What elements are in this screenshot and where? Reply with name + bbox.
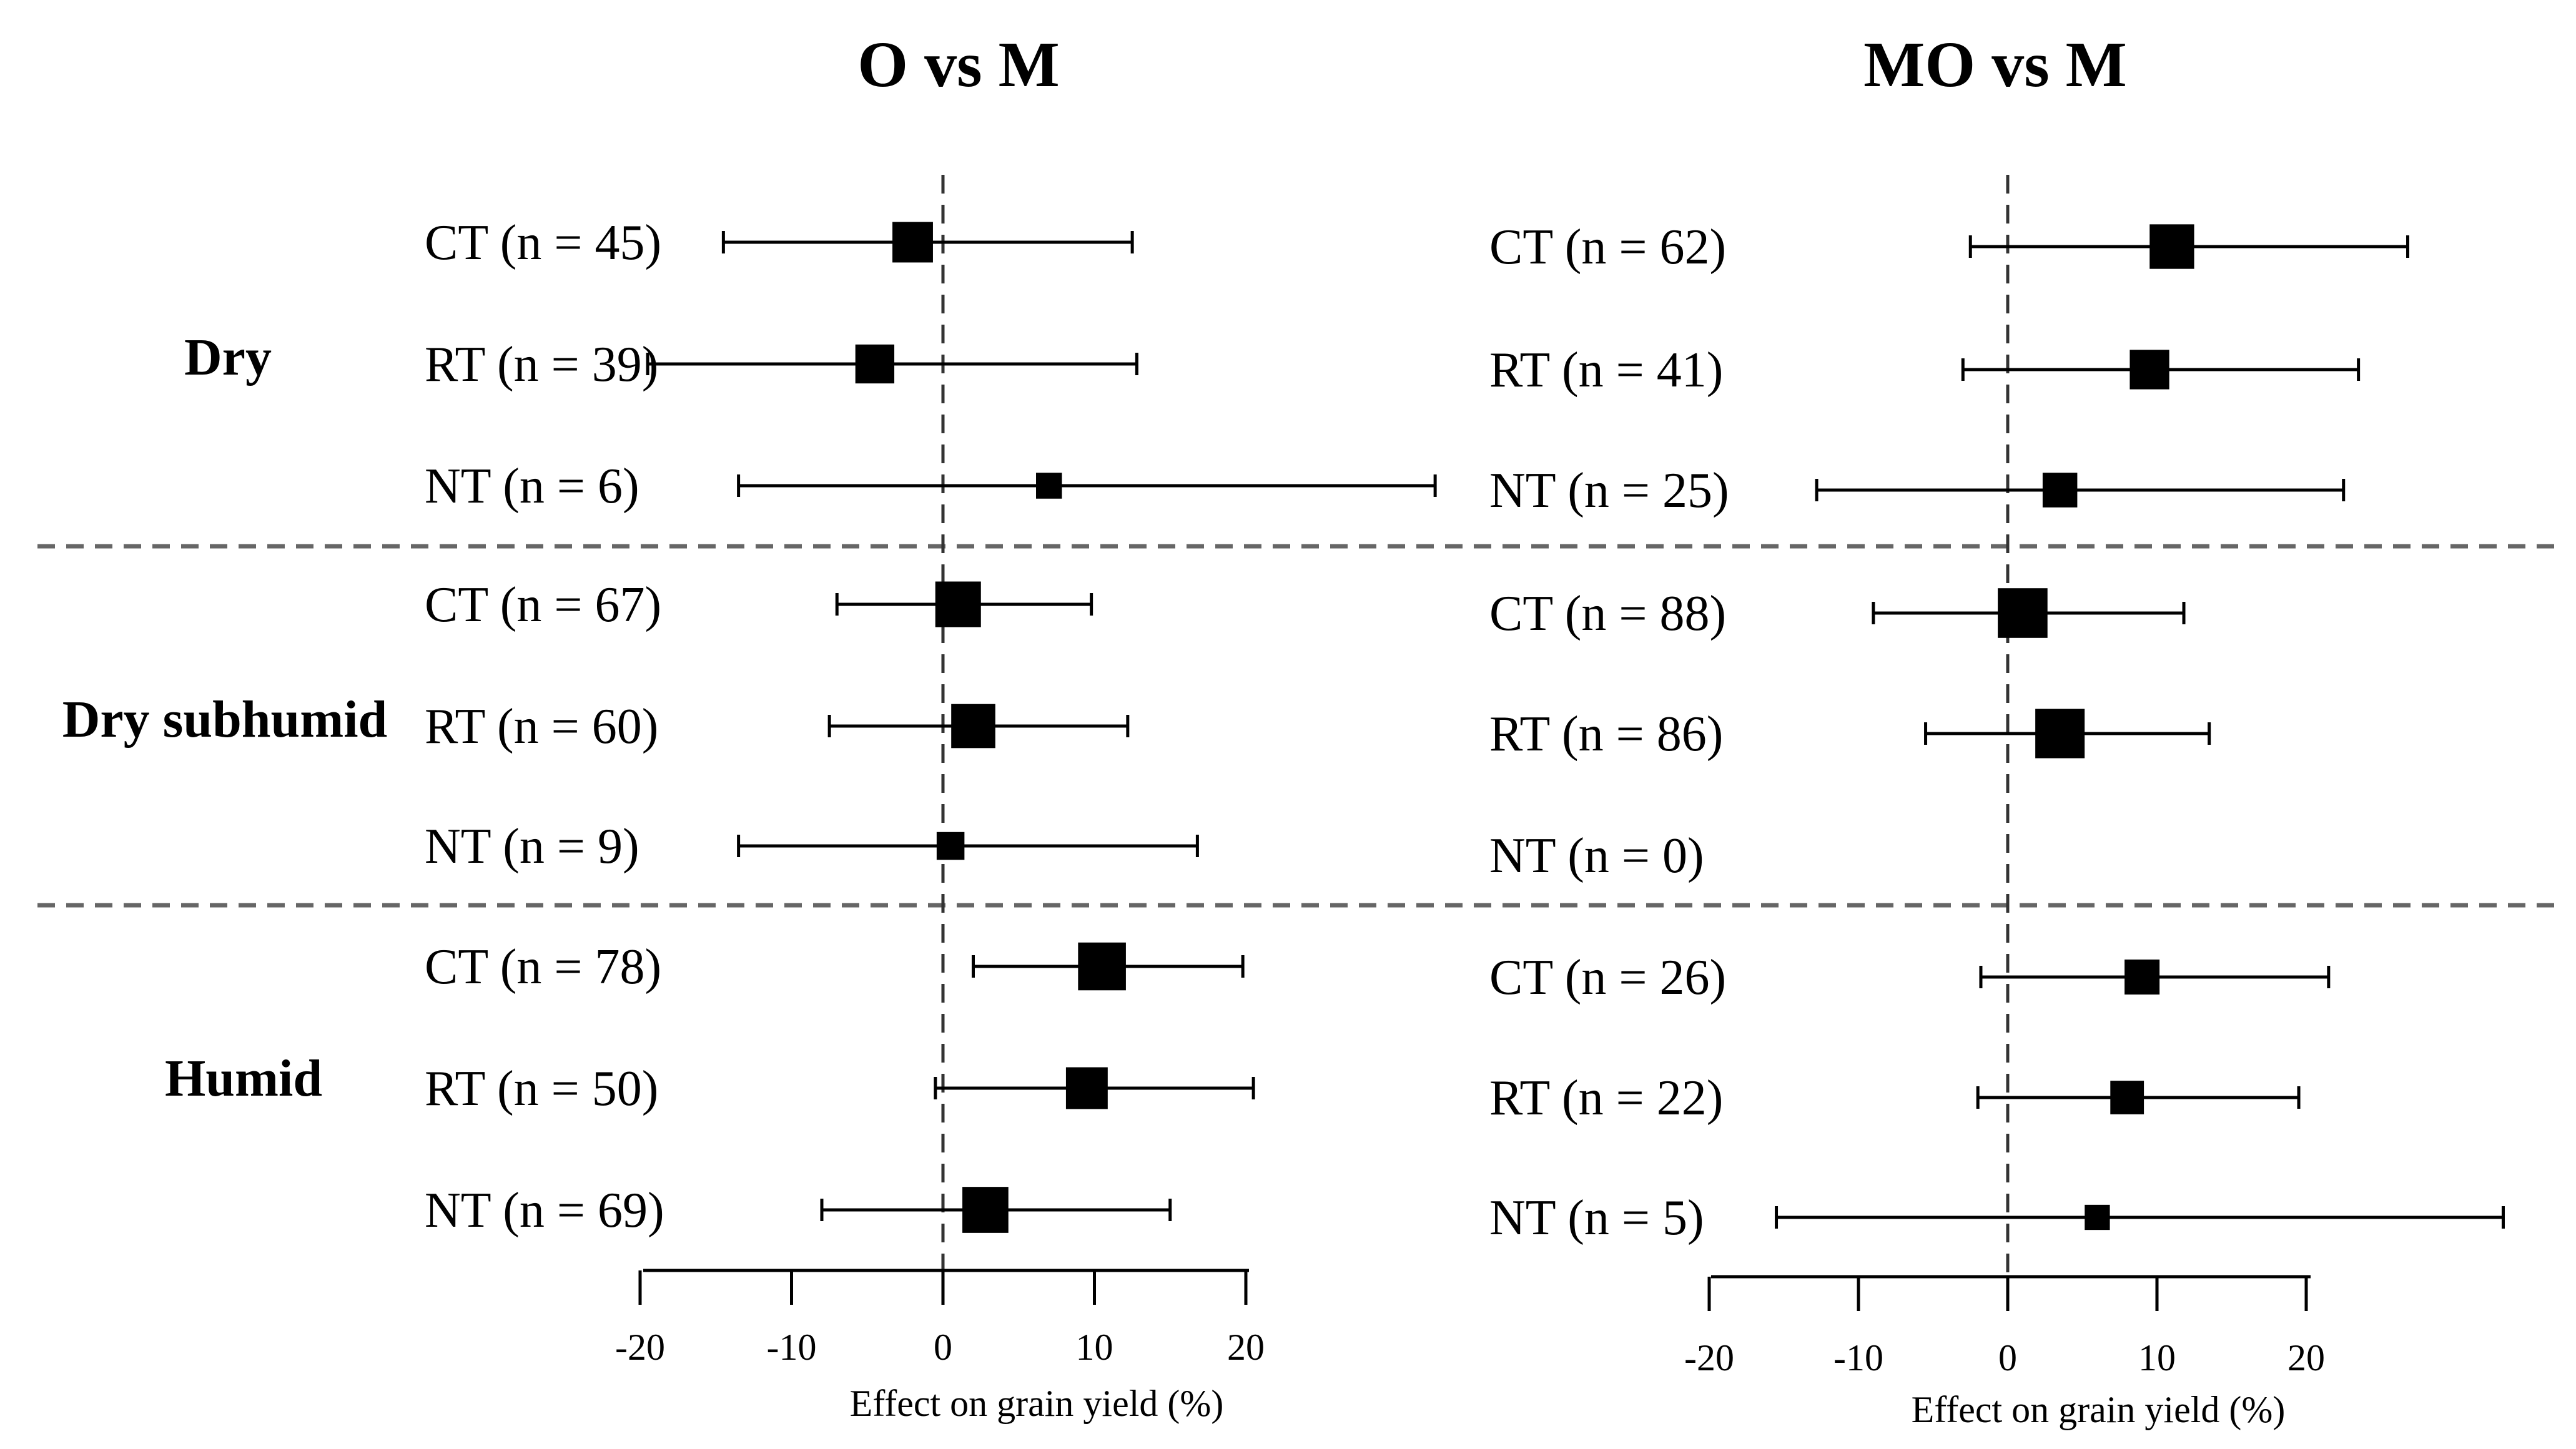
panel-title-o-vs-m: O vs M <box>857 29 1060 101</box>
x-tick-label: -10 <box>767 1327 817 1368</box>
row-label: RT (n = 86) <box>1489 707 1723 762</box>
point-estimate-marker <box>2042 473 2078 508</box>
x-tick-label: 0 <box>934 1327 952 1368</box>
x-tick-label: 20 <box>1227 1327 1265 1368</box>
point-estimate-marker <box>1998 588 2048 638</box>
panel-mo-vs-m: -20 -10 0 10 20 CT (n = 62) RT (n = 41) NT (n =… <box>1489 175 2505 1378</box>
group-label-humid: Humid <box>165 1049 322 1108</box>
row-label: NT (n = 6) <box>425 459 639 514</box>
row-label: CT (n = 78) <box>425 940 661 995</box>
point-estimate-marker <box>2124 959 2160 995</box>
row-label: CT (n = 45) <box>425 215 661 270</box>
x-tick-label: 10 <box>1076 1327 1113 1368</box>
row-label: RT (n = 60) <box>425 699 658 754</box>
point-estimate-marker <box>962 1187 1009 1233</box>
row-label: NT (n = 5) <box>1489 1191 1704 1245</box>
point-estimate-marker <box>2085 1204 2110 1230</box>
panel-o-vs-m: -20 -10 0 10 20 CT (n = 45) RT (n = 39) NT (n =… <box>425 175 1437 1368</box>
x-axis-label-left: Effect on grain yield (%) <box>850 1383 1224 1424</box>
point-estimate-marker <box>1078 942 1126 991</box>
x-tick-label: -20 <box>1684 1337 1734 1378</box>
point-estimate-marker <box>936 832 965 860</box>
row-label: CT (n = 62) <box>1489 220 1726 275</box>
point-estimate-marker <box>2149 224 2194 269</box>
row-label: RT (n = 39) <box>425 337 658 392</box>
x-tick-label: -20 <box>615 1327 665 1368</box>
point-estimate-marker <box>1065 1067 1108 1109</box>
row-label: RT (n = 22) <box>1489 1071 1723 1126</box>
row-label: RT (n = 50) <box>425 1061 658 1116</box>
x-tick-label: 10 <box>2138 1337 2176 1378</box>
point-estimate-marker <box>935 581 981 627</box>
x-tick-label: -10 <box>1833 1337 1883 1378</box>
point-estimate-marker <box>951 704 995 749</box>
point-estimate-marker <box>892 222 933 263</box>
x-axis-label-right: Effect on grain yield (%) <box>1912 1389 2286 1430</box>
point-estimate-marker <box>855 344 895 384</box>
panel-title-mo-vs-m: MO vs M <box>1863 29 2127 101</box>
row-label: NT (n = 69) <box>425 1183 664 1238</box>
row-label: NT (n = 9) <box>425 819 639 874</box>
row-label: RT (n = 41) <box>1489 343 1723 398</box>
x-tick-label: 0 <box>1998 1337 2017 1378</box>
group-label-dry-subhumid: Dry subhumid <box>62 690 388 749</box>
row-label: NT (n = 0) <box>1489 828 1704 883</box>
row-label: CT (n = 88) <box>1489 586 1726 641</box>
group-label-dry: Dry <box>184 328 272 386</box>
row-label: CT (n = 26) <box>1489 950 1726 1005</box>
point-estimate-marker <box>2110 1081 2144 1114</box>
row-label: CT (n = 67) <box>425 577 661 632</box>
point-estimate-marker <box>2035 709 2085 759</box>
x-tick-label: 20 <box>2287 1337 2325 1378</box>
point-estimate-marker <box>2129 350 2169 390</box>
row-label: NT (n = 25) <box>1489 463 1729 518</box>
point-estimate-marker <box>1036 473 1062 499</box>
